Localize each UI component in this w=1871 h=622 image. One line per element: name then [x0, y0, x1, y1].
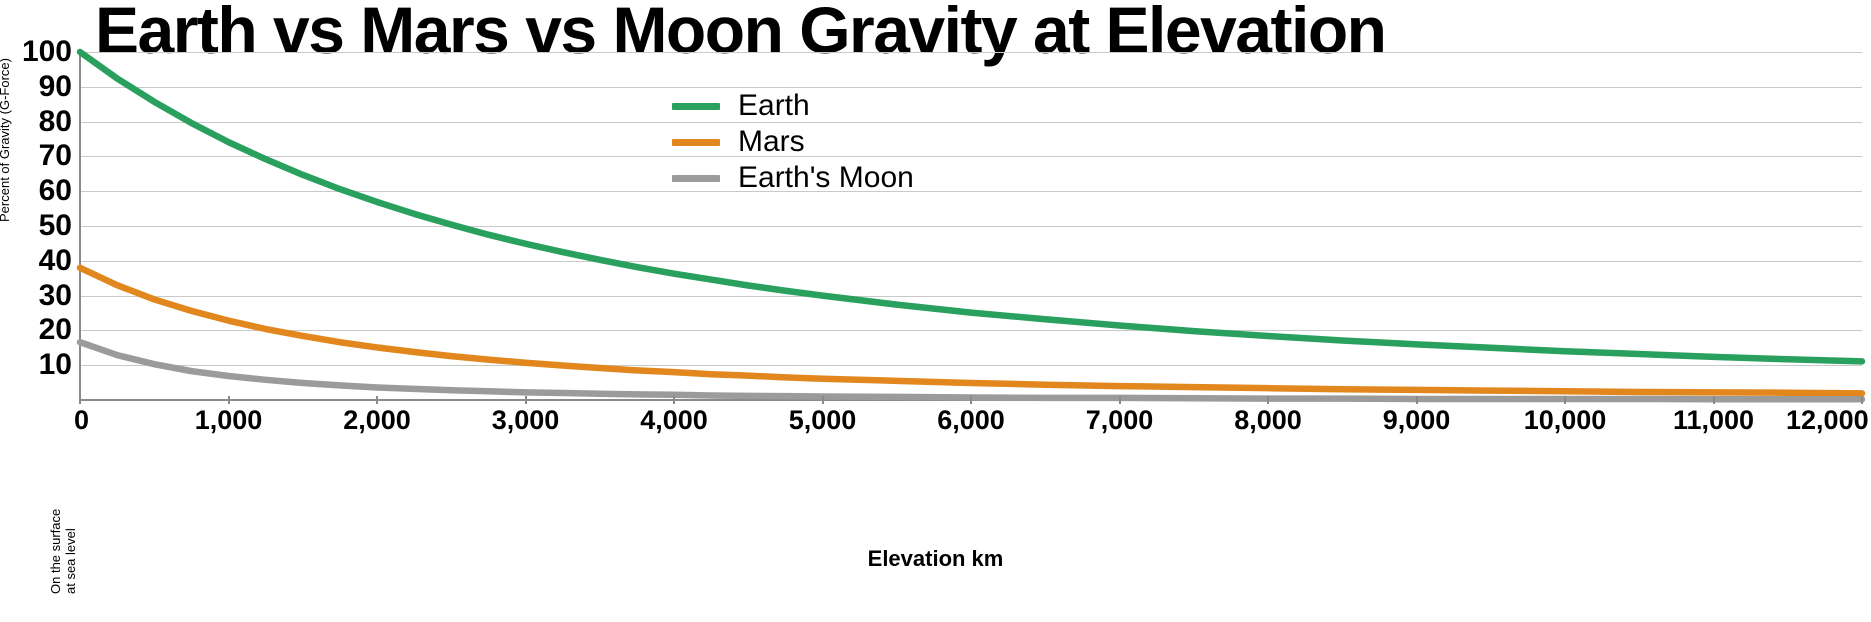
- x-tick-mark: [1712, 396, 1715, 404]
- legend-label-earth: Earth: [738, 89, 810, 122]
- chart-legend: Earth Mars Earth's Moon: [672, 88, 914, 196]
- y-tick-label: 20: [38, 313, 72, 347]
- x-tick-label: 8,000: [1234, 405, 1302, 435]
- y-tick-label: 100: [21, 35, 72, 68]
- x-tick-mark: [821, 396, 824, 404]
- gridline: [80, 330, 1862, 332]
- series-line-mars: [76, 264, 1866, 397]
- legend-swatch-earth: [672, 102, 720, 110]
- y-axis-title: Percent of Gravity (G-Force): [0, 58, 12, 222]
- series-line-earth-s-moon: [76, 338, 1866, 403]
- plot-area: [76, 48, 1866, 403]
- gridline: [80, 260, 1862, 262]
- gridline: [80, 86, 1862, 88]
- x-tick-label: 1,000: [194, 405, 263, 435]
- y-axis-line: [79, 52, 81, 400]
- y-tick-label: 90: [38, 69, 72, 103]
- x-tick-label: 7,000: [1085, 405, 1154, 435]
- x-tick-mark: [1861, 396, 1863, 404]
- legend-item-earth[interactable]: Earth: [672, 88, 914, 124]
- x-tick-mark: [79, 396, 81, 404]
- legend-item-earth-s-moon[interactable]: Earth's Moon: [672, 160, 914, 196]
- legend-label-earth-s-moon: Earth's Moon: [738, 161, 914, 194]
- x-tick-mark: [970, 396, 972, 404]
- x-tick-label: 3,000: [491, 405, 560, 435]
- chart-title: Earth vs Mars vs Moon Gravity at Elevati…: [95, 0, 1387, 67]
- legend-swatch-earth-s-moon: [672, 174, 720, 182]
- gridline: [80, 52, 1862, 53]
- x-tick-label: 6,000: [937, 405, 1005, 435]
- x-tick-label: 2,000: [343, 405, 411, 435]
- x-axis-title: Elevation km: [867, 546, 1004, 571]
- x-tick-label: 12,000: [1786, 405, 1869, 435]
- gridlines: [80, 52, 1862, 400]
- gridline: [80, 295, 1862, 297]
- y-tick-label: 70: [38, 139, 72, 173]
- y-tick-label: 40: [38, 243, 72, 277]
- series-line-earth: [76, 48, 1866, 365]
- y-tick-label: 50: [38, 209, 72, 242]
- x-tick-label: 0: [74, 405, 90, 435]
- x-tick-label: 5,000: [788, 405, 857, 435]
- x-tick-label: 9,000: [1382, 405, 1451, 435]
- x-tick-mark: [1267, 396, 1269, 404]
- x-tick-mark: [227, 396, 230, 404]
- y-tick-label: 30: [38, 278, 72, 312]
- y-tick-label: 80: [38, 104, 72, 138]
- gridline: [80, 121, 1862, 123]
- x-tick-mark: [1118, 396, 1121, 404]
- gridline: [80, 191, 1862, 193]
- x-tick-label: 10,000: [1523, 405, 1607, 435]
- legend-label-mars: Mars: [738, 125, 805, 158]
- x-tick-mark: [1564, 396, 1566, 404]
- x-tick-mark: [376, 396, 378, 404]
- series-lines: [76, 48, 1866, 403]
- legend-swatch-mars: [672, 138, 720, 146]
- legend-item-mars[interactable]: Mars: [672, 124, 914, 160]
- gridline: [80, 156, 1862, 158]
- x-tick-label: 11,000: [1672, 405, 1755, 435]
- gridline: [80, 226, 1862, 227]
- gridline: [80, 365, 1862, 367]
- y-tick-label: 60: [38, 174, 72, 208]
- x-tick-mark: [1415, 396, 1418, 404]
- x-tick-mark: [524, 396, 527, 404]
- x-tick-label: 4,000: [640, 405, 708, 435]
- x-tick-mark: [673, 396, 675, 404]
- x-tick-labels: 0 1,000 2,000 3,000 4,000 5,000 6,000 7,000 8,00…: [74, 396, 1869, 444]
- y-tick-label: 10: [38, 348, 72, 382]
